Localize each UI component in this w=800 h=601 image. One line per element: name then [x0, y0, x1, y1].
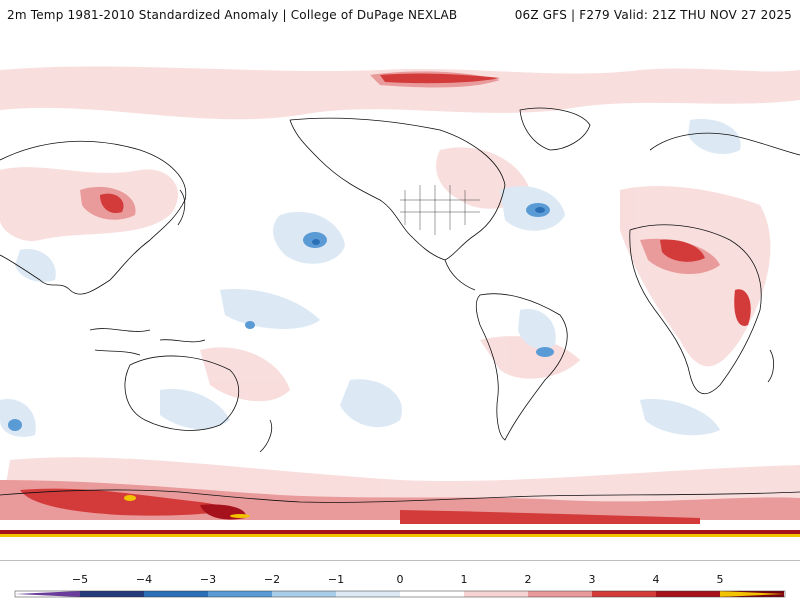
- colorbar-swatch-below: [15, 591, 80, 597]
- anomaly-fill-warm-extreme: [0, 495, 800, 537]
- colorbar-tick: 1: [461, 573, 468, 586]
- map-svg: [0, 40, 800, 560]
- colorbar-swatch: [144, 591, 208, 597]
- colorbar-tick: 5: [717, 573, 724, 586]
- colorbar-swatch: [464, 591, 528, 597]
- colorbar-tick: −4: [136, 573, 152, 586]
- colorbar-swatch: [208, 591, 272, 597]
- colorbar-tick: 0: [397, 573, 404, 586]
- colorbar-swatch: [80, 591, 144, 597]
- colorbar-swatch: [400, 591, 464, 597]
- colorbar-legend: −5 −4 −3 −2 −1 0 1 2 3 4 5: [0, 560, 800, 601]
- colorbar-swatch: [272, 591, 336, 597]
- colorbar-swatch: [336, 591, 400, 597]
- anomaly-fill-warm-strong: [20, 73, 751, 524]
- colorbar-tick: −1: [328, 573, 344, 586]
- colorbar-tick: 2: [525, 573, 532, 586]
- colorbar-tick: 3: [589, 573, 596, 586]
- colorbar-ticks: −5 −4 −3 −2 −1 0 1 2 3 4 5: [72, 573, 724, 586]
- anomaly-map: [0, 40, 800, 560]
- colorbar-tick: −3: [200, 573, 216, 586]
- colorbar: [14, 590, 786, 598]
- colorbar-tick: −5: [72, 573, 88, 586]
- colorbar-swatch-above: [720, 591, 785, 597]
- run-info: 06Z GFS | F279 Valid: 21Z THU NOV 27 202…: [514, 8, 792, 22]
- coastlines: [0, 107, 800, 503]
- colorbar-tick: 4: [653, 573, 660, 586]
- map-title: 2m Temp 1981-2010 Standardized Anomaly |…: [7, 8, 458, 22]
- colorbar-swatch: [592, 591, 656, 597]
- us-state-lines: [400, 185, 480, 235]
- anomaly-fill-cool-strong: [312, 207, 545, 245]
- header-bar: 2m Temp 1981-2010 Standardized Anomaly |…: [0, 0, 800, 41]
- colorbar-swatch: [528, 591, 592, 597]
- colorbar-tick: −2: [264, 573, 280, 586]
- colorbar-swatch: [656, 591, 720, 597]
